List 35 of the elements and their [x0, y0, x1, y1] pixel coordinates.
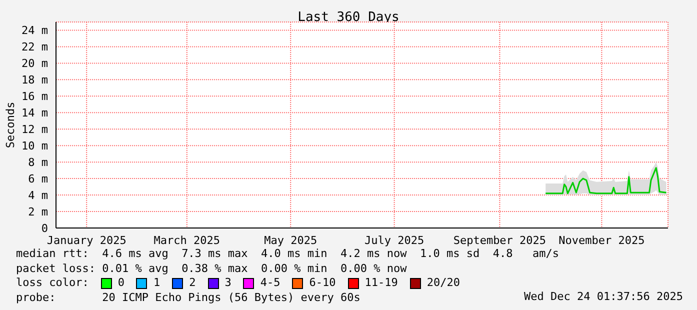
text: 3 — [224, 276, 232, 290]
text: 0 — [118, 276, 124, 290]
x-tick-label: July 2025 — [364, 234, 424, 247]
text: 11-19 — [364, 276, 398, 290]
y-tick-label: 10 m — [22, 140, 48, 153]
y-tick-label: 8 m — [28, 156, 48, 169]
y-tick-label: 16 m — [22, 90, 48, 104]
text: Wed Dec 24 01:37:56 2025 — [524, 290, 683, 303]
text: 4-5 — [260, 276, 280, 290]
x-tick-label: November 2025 — [558, 234, 645, 247]
y-tick-label: 18 m — [22, 74, 48, 87]
x-tick-label: May 2025 — [264, 234, 318, 247]
text: loss color: — [16, 276, 89, 290]
chart-title: Last 360 Days — [296, 10, 400, 25]
text: median rtt: 4.6 ms avg 7.3 ms max 4.0 ms min 4.2 ms now 1.0 ms sd 4.8 am/s — [16, 247, 560, 262]
y-axis-title: Seconds — [4, 102, 17, 148]
y-tick-label: 20 m — [22, 57, 48, 70]
y-tick-label: 12 m — [22, 123, 48, 136]
x-tick-label: September 2025 — [453, 234, 546, 247]
x-tick-label: January 2025 — [46, 234, 126, 247]
text: 1 — [153, 276, 160, 290]
y-tick-label: 2 m — [28, 205, 48, 218]
text: 2 — [189, 276, 196, 290]
y-tick-label: 6 m — [28, 172, 48, 186]
y-tick-label: 24 m — [22, 24, 48, 38]
text: 20/20 — [426, 276, 460, 290]
text: probe: 20 ICMP Echo Pings (56 Bytes) every 60s — [16, 290, 360, 304]
line-series — [544, 167, 668, 194]
text: 6-10 — [309, 276, 336, 290]
y-tick-label: 14 m — [22, 106, 48, 120]
x-tick-label: March 2025 — [154, 234, 220, 247]
y-tick-label: 0 — [41, 222, 48, 235]
y-tick-label: 4 m — [28, 188, 48, 202]
y-tick-label: 22 m — [22, 40, 48, 54]
text: packet loss: 0.01 % avg 0.38 % max 0.00 % min 0.00 % now — [16, 262, 408, 276]
